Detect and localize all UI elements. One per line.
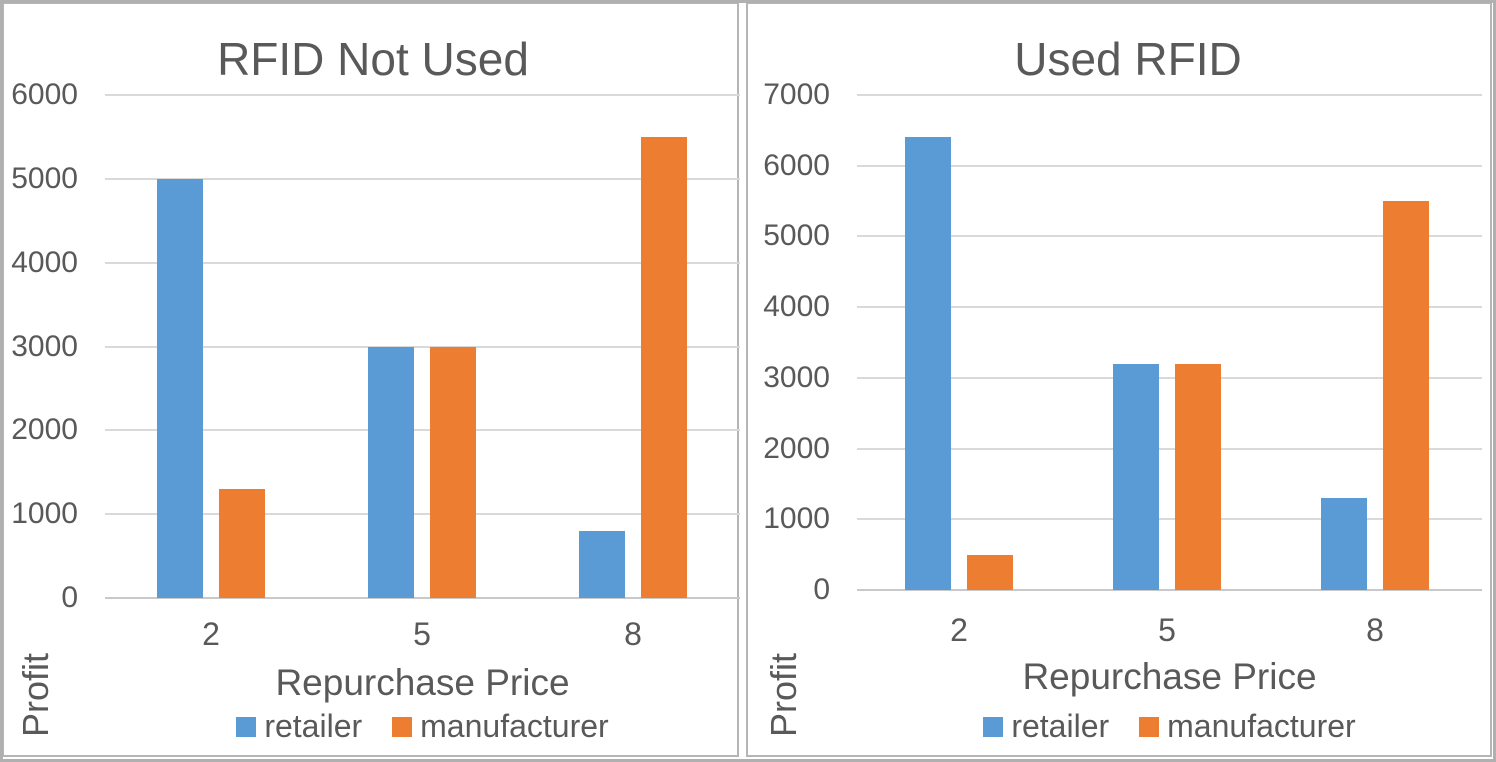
x-tick-label: 5 — [413, 616, 431, 652]
bar-retailer-5 — [1113, 363, 1159, 590]
gridline — [857, 447, 1482, 450]
legend-item-manufacturer: manufacturer — [1139, 708, 1356, 745]
plot-area — [105, 94, 740, 599]
x-tick-label: 2 — [202, 616, 220, 652]
y-axis-title: Profit — [763, 652, 804, 738]
bar-retailer-8 — [1321, 498, 1367, 590]
x-tick-label: 2 — [950, 612, 968, 648]
bar-retailer-2 — [905, 137, 951, 590]
legend-item-retailer: retailer — [236, 708, 362, 745]
legend-label-manufacturer: manufacturer — [1167, 708, 1356, 744]
y-tick-label: 1000 — [11, 497, 78, 531]
y-tick-label: 0 — [813, 573, 830, 606]
gridline — [105, 429, 740, 432]
gridline — [105, 345, 740, 348]
bar-retailer-8 — [579, 530, 625, 598]
x-tick-label: 8 — [624, 616, 642, 652]
manufacturer-swatch-icon — [1139, 716, 1160, 737]
gridline — [857, 164, 1482, 167]
legend-label-retailer: retailer — [1011, 708, 1110, 744]
bar-manufacturer-2 — [967, 554, 1013, 590]
y-tick-label: 2000 — [763, 431, 830, 465]
gridline — [105, 261, 740, 264]
y-tick-label: 4000 — [763, 290, 830, 324]
retailer-swatch-icon — [236, 716, 257, 737]
bar-manufacturer-5 — [1175, 363, 1221, 590]
gridline — [857, 235, 1482, 238]
gridline — [105, 513, 740, 516]
retailer-swatch-icon — [983, 716, 1004, 737]
bar-manufacturer-8 — [1383, 201, 1429, 590]
gridline — [857, 376, 1482, 379]
chart-title: RFID Not Used — [217, 33, 529, 85]
y-tick-label: 3000 — [11, 329, 78, 363]
y-tick-label: 7000 — [763, 78, 830, 111]
y-tick-label: 1000 — [763, 502, 830, 536]
gridline — [857, 518, 1482, 521]
y-tick-label: 3000 — [763, 360, 830, 394]
manufacturer-swatch-icon — [392, 716, 413, 737]
y-tick-label: 0 — [61, 581, 78, 614]
bar-manufacturer-8 — [641, 136, 687, 598]
bar-retailer-2 — [157, 178, 203, 598]
y-tick-label: 5000 — [763, 219, 830, 253]
y-tick-label: 4000 — [11, 245, 78, 279]
y-tick-label: 6000 — [11, 78, 78, 111]
gridline — [857, 94, 1482, 96]
x-tick-label: 5 — [1158, 612, 1176, 648]
x-axis-line — [857, 589, 1482, 591]
gridline — [105, 177, 740, 180]
y-tick-label: 5000 — [11, 161, 78, 195]
bar-manufacturer-2 — [219, 489, 265, 598]
legend-item-retailer: retailer — [983, 708, 1109, 745]
x-axis-title: Repurchase Price — [275, 662, 570, 703]
bar-retailer-5 — [368, 346, 414, 598]
legend: retailer manufacturer — [105, 708, 740, 745]
legend-label-manufacturer: manufacturer — [420, 708, 609, 744]
legend: retailer manufacturer — [857, 708, 1482, 745]
gridline — [105, 94, 740, 96]
legend-item-manufacturer: manufacturer — [392, 708, 609, 745]
plot-area — [857, 94, 1482, 591]
x-tick-label: 8 — [1366, 612, 1384, 648]
y-tick-label: 6000 — [763, 148, 830, 182]
x-axis-line — [105, 597, 740, 599]
x-axis-title: Repurchase Price — [1022, 656, 1317, 697]
bar-manufacturer-5 — [430, 346, 476, 598]
gridline — [857, 306, 1482, 309]
legend-label-retailer: retailer — [264, 708, 363, 744]
chart-title: Used RFID — [1014, 33, 1242, 85]
y-tick-label: 2000 — [11, 413, 78, 447]
